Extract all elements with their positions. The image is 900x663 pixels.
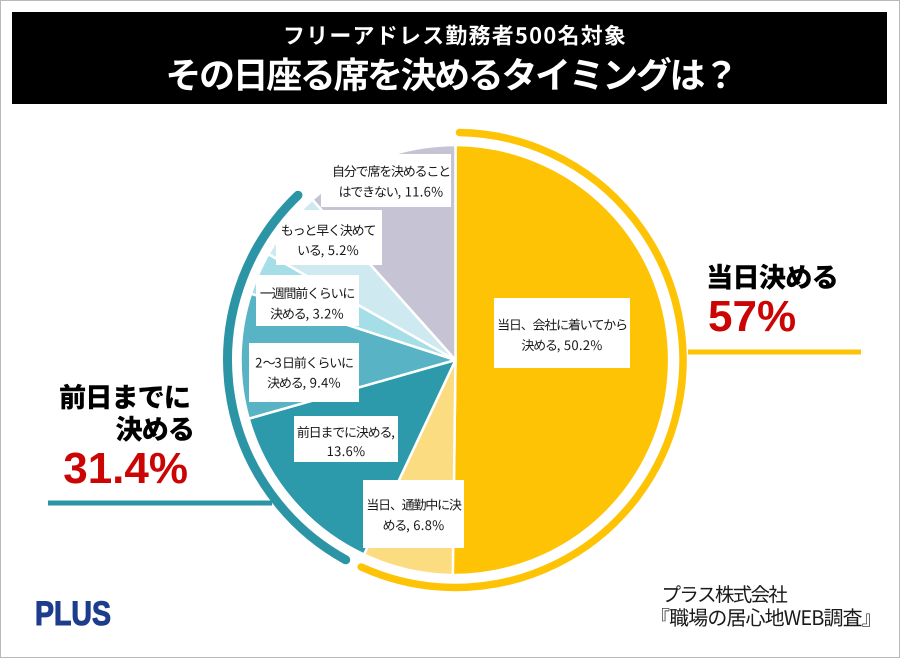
svg-text:PLUS: PLUS: [35, 595, 111, 633]
svg-text:31.4%: 31.4%: [63, 444, 188, 493]
svg-text:57%: 57%: [708, 292, 796, 341]
